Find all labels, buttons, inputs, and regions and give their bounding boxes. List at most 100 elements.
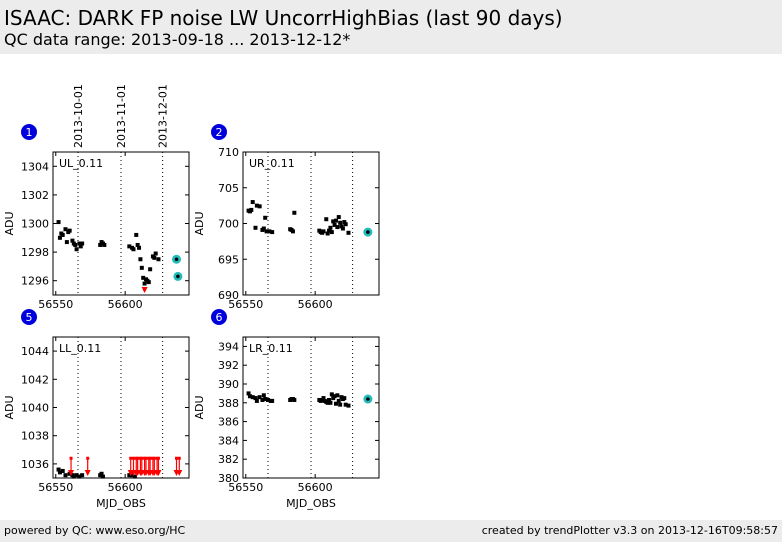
data-point [257, 395, 262, 400]
data-point [148, 267, 153, 272]
data-point [254, 203, 259, 208]
data-point [138, 257, 143, 262]
panel-1: 1296 1298 1300 1302 1304 56550 56600 ADU UL_0.11… [3, 124, 190, 311]
data-point [329, 392, 334, 397]
data-point [132, 474, 137, 479]
data-point [328, 400, 333, 405]
y-tick-label: 1300 [21, 218, 49, 231]
y-axis-label: ADU [193, 395, 206, 419]
panel-number-badge [21, 309, 37, 325]
data-point [338, 402, 343, 407]
header-bar: ISAAC: DARK FP noise LW UncorrHighBias (… [0, 0, 782, 54]
y-tick-label: 705 [218, 182, 239, 195]
data-point [263, 215, 268, 220]
panel-number-label: 6 [216, 311, 223, 324]
panel-tag: UL_0.11 [59, 157, 103, 170]
limit-arrow-head [176, 470, 183, 476]
y-tick-label: 386 [218, 416, 239, 429]
data-point [331, 219, 336, 224]
date-marker-label: 2013-12-01 [157, 84, 170, 148]
limit-arrow-head [84, 470, 91, 476]
data-point [80, 241, 85, 246]
limit-point [140, 456, 144, 460]
data-point [78, 244, 83, 249]
data-point [131, 247, 136, 252]
panel-6: 380 382 384 386 388 390 392 394 56550 56600 ADU MJD… [193, 309, 380, 510]
data-point [156, 257, 161, 262]
y-tick-label: 394 [218, 340, 239, 353]
y-tick-label: 1302 [21, 189, 49, 202]
data-point [290, 229, 295, 234]
data-point [137, 245, 142, 250]
data-point [254, 398, 259, 403]
y-tick-label: 1038 [21, 430, 49, 443]
limit-point [156, 456, 160, 460]
data-point [332, 394, 337, 399]
plot-frame [242, 336, 380, 479]
data-point [100, 474, 105, 479]
latest-point-center [366, 397, 370, 401]
data-point [321, 229, 326, 234]
plot-frame [242, 151, 380, 296]
x-tick-label: 56600 [298, 298, 333, 311]
data-point [267, 229, 272, 234]
data-point [127, 473, 132, 478]
limit-point [86, 456, 90, 460]
y-tick-label: 380 [218, 472, 239, 485]
y-tick-label: 1036 [21, 458, 49, 471]
data-point [60, 468, 65, 473]
panel-tag: LL_0.11 [59, 342, 101, 355]
data-point [327, 397, 332, 402]
data-point [67, 471, 72, 476]
data-point [74, 473, 79, 478]
data-point [250, 200, 255, 205]
limit-point [148, 456, 152, 460]
limit-point [129, 456, 133, 460]
data-point [261, 393, 266, 398]
y-tick-label: 1296 [21, 275, 49, 288]
y-tick-label: 710 [218, 146, 239, 159]
panel-number-label: 5 [26, 311, 33, 324]
panel-5: 1036 1038 1040 1042 1044 56550 56600 ADU MJD_OBS… [3, 309, 190, 510]
y-tick-label: 695 [218, 253, 239, 266]
data-point [346, 230, 351, 235]
data-point [152, 255, 157, 260]
data-point [70, 238, 75, 243]
y-tick-label: 1304 [21, 160, 49, 173]
data-point [56, 220, 61, 225]
x-axis-label: MJD_OBS [286, 497, 336, 510]
data-point [146, 280, 151, 285]
footer-powered-by: powered by QC: www.eso.org/HC [4, 524, 186, 537]
limit-point [152, 456, 156, 460]
limit-arrow-head [68, 470, 75, 476]
data-point [340, 226, 345, 231]
y-tick-label: 390 [218, 378, 239, 391]
panel-number-label: 2 [216, 126, 223, 139]
trend-plots: 1296 1298 1300 1302 1304 56550 56600 ADU UL_0.11… [3, 84, 380, 510]
y-axis-label: ADU [3, 211, 16, 235]
data-point [63, 227, 68, 232]
y-tick-label: 1042 [21, 373, 49, 386]
data-point [71, 474, 76, 479]
data-point [346, 403, 351, 408]
panel-tag: LR_0.11 [249, 342, 293, 355]
data-point [342, 220, 347, 225]
x-tick-label: 56550 [228, 298, 263, 311]
data-point [263, 397, 268, 402]
data-point [139, 265, 144, 270]
latest-point-center [366, 230, 370, 234]
x-tick-label: 56600 [108, 481, 143, 494]
data-point [77, 474, 82, 479]
data-point [292, 210, 297, 215]
data-point [265, 397, 270, 402]
limit-arrow-head [155, 470, 162, 476]
page-title: ISAAC: DARK FP noise LW UncorrHighBias (… [4, 6, 563, 30]
data-point [77, 241, 82, 246]
data-point [253, 396, 258, 401]
data-point [343, 222, 348, 227]
plot-frame [52, 336, 190, 479]
data-point [141, 275, 146, 280]
data-point [247, 394, 252, 399]
y-tick-label: 384 [218, 434, 239, 447]
data-point [127, 244, 132, 249]
